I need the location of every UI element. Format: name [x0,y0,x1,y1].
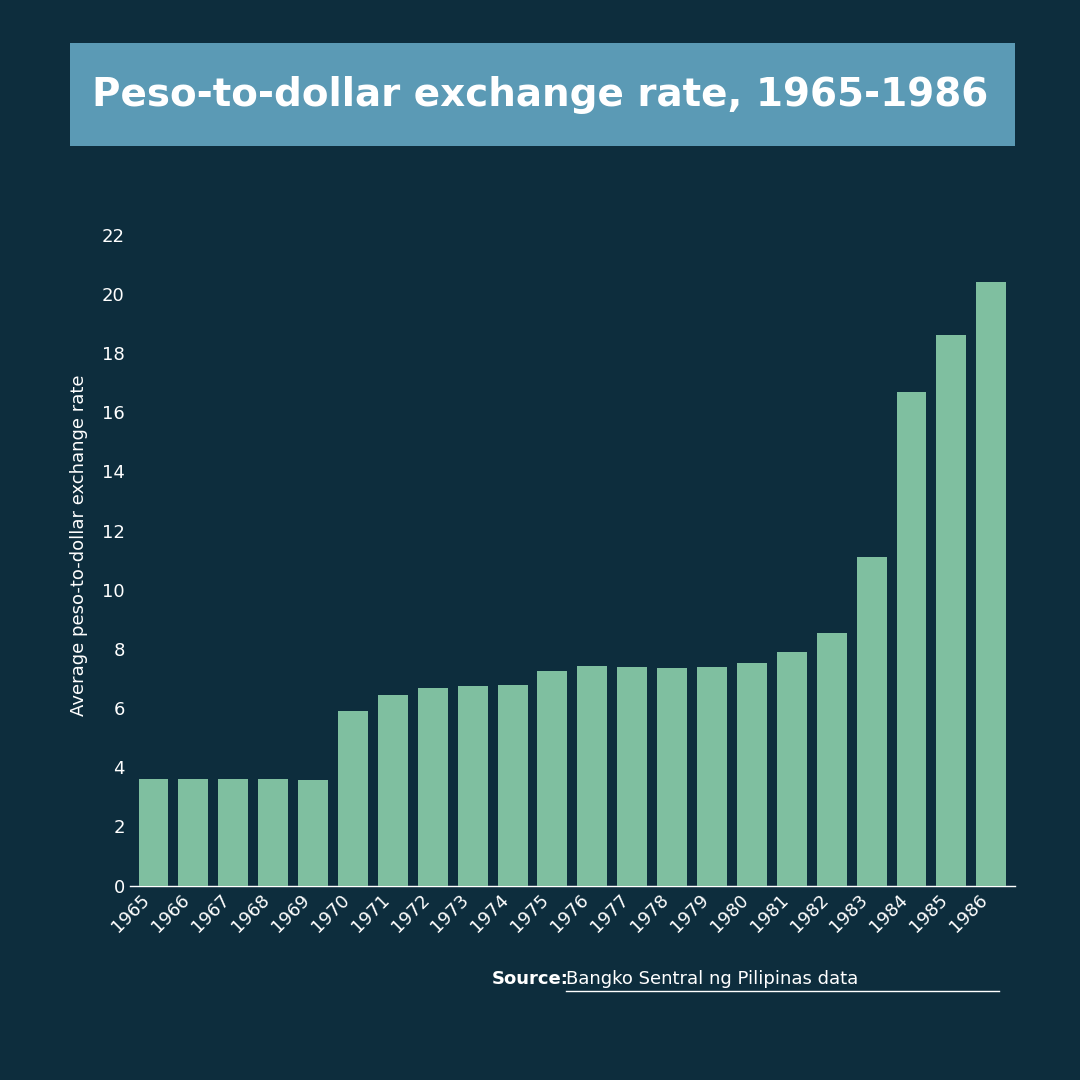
Bar [618,666,647,886]
Bar [498,685,527,886]
Bar [178,779,208,886]
Text: Source:: Source: [491,970,568,988]
Text: Peso-to-dollar exchange rate, 1965-1986: Peso-to-dollar exchange rate, 1965-1986 [92,76,988,113]
Bar [338,711,368,886]
Bar [418,688,448,886]
Bar [578,665,607,886]
Bar [538,671,567,886]
Bar [856,557,887,886]
Bar [458,686,488,886]
Bar [378,696,408,886]
Bar [138,779,168,886]
Bar [936,335,967,886]
Y-axis label: Average peso-to-dollar exchange rate: Average peso-to-dollar exchange rate [70,375,87,716]
Bar [657,667,687,886]
Bar [697,667,727,886]
Bar [298,780,328,886]
Bar [976,282,1007,886]
Bar [258,779,288,886]
Bar [737,663,767,886]
Text: Bangko Sentral ng Pilipinas data: Bangko Sentral ng Pilipinas data [566,970,859,988]
Bar [777,652,807,886]
Bar [816,633,847,886]
Bar [218,779,248,886]
Bar [896,392,927,886]
